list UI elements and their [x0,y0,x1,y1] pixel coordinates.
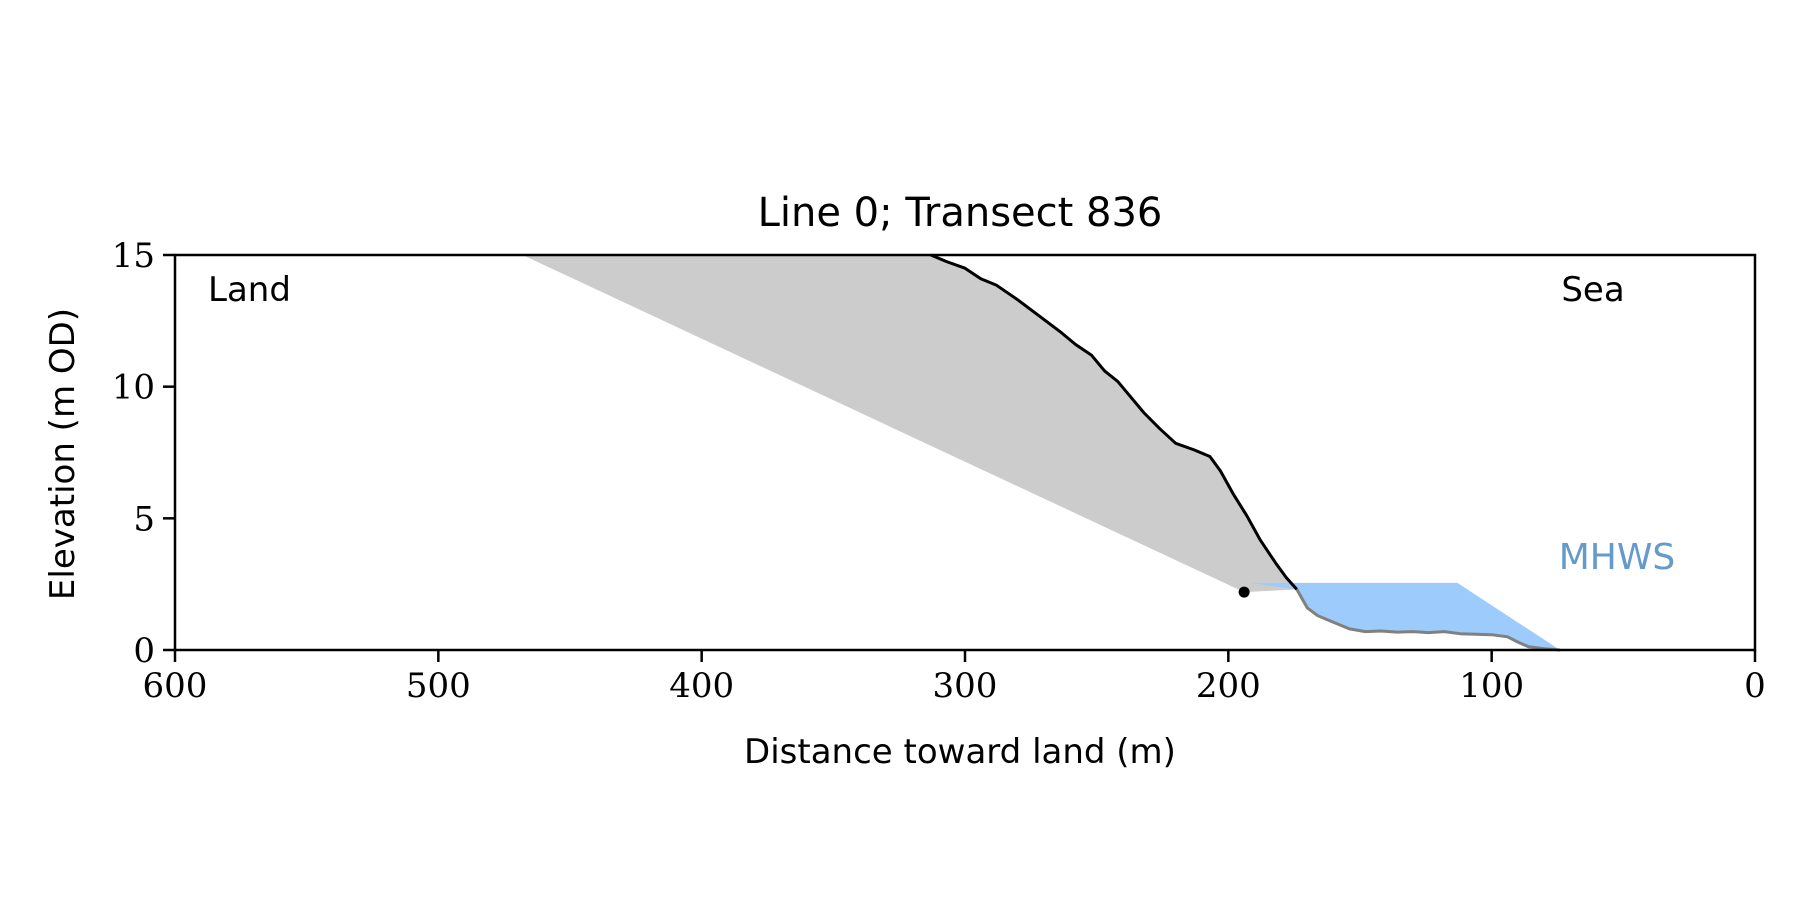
x-tick-label-300: 300 [933,666,998,706]
eroded-area [522,255,1297,593]
x-tick-label-500: 500 [406,666,471,706]
sea-label: Sea [1561,270,1624,310]
y-tick-label-15: 15 [112,236,155,276]
axes: 600 500 400 300 200 100 0 0 5 10 15 [112,236,1766,706]
land-label: Land [208,270,291,310]
x-tick-label-100: 100 [1459,666,1524,706]
submerged-profile-line [1295,588,1561,652]
plot-area [522,253,1561,652]
x-tick-label-200: 200 [1196,666,1261,706]
y-tick-label-10: 10 [112,368,155,408]
mhws-label: MHWS [1559,537,1676,578]
x-tick-label-0: 0 [1744,666,1766,706]
y-axis-label: Elevation (m OD) [43,308,83,600]
x-axis-label: Distance toward land (m) [744,732,1176,772]
cliff-profile-line [930,253,1298,591]
chart-title: Line 0; Transect 836 [758,190,1163,236]
x-tick-label-400: 400 [669,666,734,706]
cliff-toe-point [1238,586,1250,598]
y-tick-label-0: 0 [133,631,155,671]
x-tick-label-600: 600 [143,666,208,706]
y-tick-label-5: 5 [133,499,155,539]
